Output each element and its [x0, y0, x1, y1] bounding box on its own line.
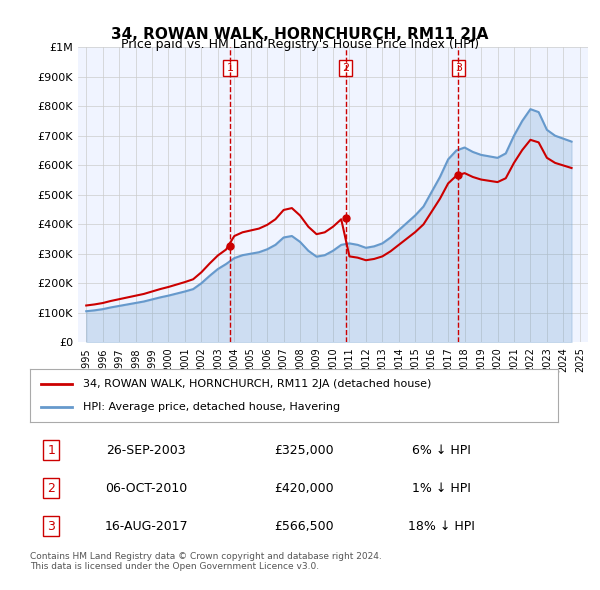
- Text: 1: 1: [226, 63, 233, 73]
- Text: Price paid vs. HM Land Registry's House Price Index (HPI): Price paid vs. HM Land Registry's House …: [121, 38, 479, 51]
- Text: 34, ROWAN WALK, HORNCHURCH, RM11 2JA: 34, ROWAN WALK, HORNCHURCH, RM11 2JA: [112, 27, 488, 41]
- Text: £420,000: £420,000: [275, 481, 334, 494]
- Text: 2: 2: [47, 481, 55, 494]
- Text: 1: 1: [47, 444, 55, 457]
- Text: 3: 3: [455, 63, 462, 73]
- Text: 3: 3: [47, 520, 55, 533]
- Text: £566,500: £566,500: [275, 520, 334, 533]
- Text: 18% ↓ HPI: 18% ↓ HPI: [409, 520, 475, 533]
- Text: 26-SEP-2003: 26-SEP-2003: [106, 444, 186, 457]
- Text: 2: 2: [342, 63, 349, 73]
- Text: £325,000: £325,000: [275, 444, 334, 457]
- Text: 1% ↓ HPI: 1% ↓ HPI: [412, 481, 471, 494]
- Text: HPI: Average price, detached house, Havering: HPI: Average price, detached house, Have…: [83, 402, 340, 412]
- Text: 06-OCT-2010: 06-OCT-2010: [105, 481, 187, 494]
- Text: 34, ROWAN WALK, HORNCHURCH, RM11 2JA (detached house): 34, ROWAN WALK, HORNCHURCH, RM11 2JA (de…: [83, 379, 431, 389]
- Text: 16-AUG-2017: 16-AUG-2017: [104, 520, 188, 533]
- Text: 6% ↓ HPI: 6% ↓ HPI: [412, 444, 471, 457]
- Text: Contains HM Land Registry data © Crown copyright and database right 2024.
This d: Contains HM Land Registry data © Crown c…: [30, 552, 382, 571]
